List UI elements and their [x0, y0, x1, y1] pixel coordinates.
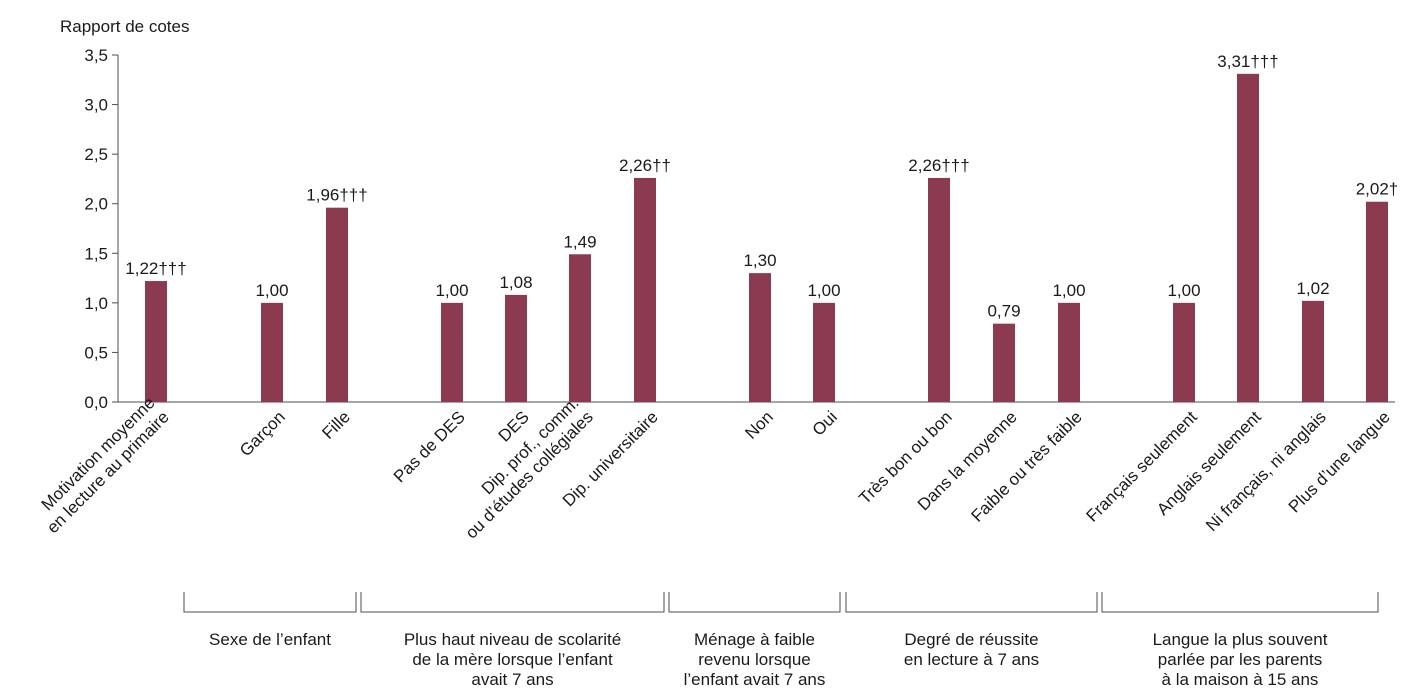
bar [1237, 73, 1259, 402]
bars [145, 73, 1388, 402]
bar [1173, 302, 1195, 402]
category-label: Français seulement [1082, 407, 1201, 526]
bar-value-label: 1,96††† [306, 186, 367, 205]
bar [569, 254, 591, 402]
bar [634, 177, 656, 402]
bar-value-label: 2,26††† [908, 156, 969, 175]
bar-value-label: 1,00 [1052, 281, 1085, 300]
bar-value-label: 1,02 [1296, 279, 1329, 298]
bar [261, 302, 283, 402]
group-label: Sexe de l’enfant [209, 630, 331, 649]
group-bracket [845, 592, 1098, 613]
y-tick-label: 0,0 [84, 393, 108, 412]
bar [1302, 300, 1324, 402]
bar-value-label: 2,26†† [619, 156, 671, 175]
bar-value-label: 1,00 [807, 281, 840, 300]
category-label: Faible ou très faible [967, 407, 1085, 525]
bar-value-label: 1,00 [435, 281, 468, 300]
bar-value-label: 1,08 [499, 273, 532, 292]
bar-value-label: 1,22††† [125, 259, 186, 278]
bar-value-label: 0,79 [987, 302, 1020, 321]
bar-value-labels: 1,22††† 1,00 1,96††† 1,00 1,08 1,49 2,26†† 1,30… [125, 52, 1398, 321]
group-label: Ménage à faible revenu lorsque l’enfant av… [684, 630, 826, 689]
y-tick-label: 2,0 [84, 195, 108, 214]
bar [1366, 201, 1388, 402]
bar [1058, 302, 1080, 402]
y-tick-label: 3,5 [84, 46, 108, 65]
y-tick-label: 0,5 [84, 343, 108, 362]
group-label: Degré de réussite en lecture à 7 ans [904, 630, 1039, 669]
bar [928, 177, 950, 402]
category-label: Motivation moyenneen lecture au primaire [29, 393, 173, 537]
bar [441, 302, 463, 402]
category-label: Ni français, ni anglais [1202, 407, 1330, 535]
bar-value-label: 1,49 [563, 232, 596, 251]
bar [813, 302, 835, 402]
bar-value-label: 3,31††† [1217, 52, 1278, 71]
bar-value-label: 2,02† [1356, 180, 1399, 199]
bar [505, 294, 527, 402]
group-label: Plus haut niveau de scolarité de la mère … [404, 630, 621, 689]
group-bracket [360, 592, 665, 613]
y-tick-label: 3,0 [84, 96, 108, 115]
category-label: Pas de DES [390, 407, 469, 486]
bar-value-label: 1,30 [743, 251, 776, 270]
y-tick-label: 2,5 [84, 145, 108, 164]
bar-value-label: 1,00 [1167, 281, 1200, 300]
category-label: Oui [809, 407, 841, 439]
category-label: Garçon [236, 407, 289, 460]
category-label: Fille [318, 407, 353, 442]
group-brackets: Sexe de l’enfant Plus haut niveau de scol… [183, 592, 1379, 689]
category-labels: Motivation moyenneen lecture au primaire… [29, 393, 1394, 542]
bar [145, 281, 167, 402]
group-bracket [1101, 592, 1379, 613]
group-bracket [183, 592, 357, 613]
y-tick-label: 1,5 [84, 244, 108, 263]
group-label: Langue la plus souvent parlée par les par… [1153, 630, 1328, 689]
y-tick-label: 1,0 [84, 294, 108, 313]
bar [326, 207, 348, 402]
category-label: Non [741, 407, 776, 442]
y-axis-title: Rapport de cotes [60, 17, 189, 36]
group-bracket [668, 592, 841, 613]
bar [749, 273, 771, 402]
bar [993, 323, 1015, 402]
bar-value-label: 1,00 [255, 281, 288, 300]
